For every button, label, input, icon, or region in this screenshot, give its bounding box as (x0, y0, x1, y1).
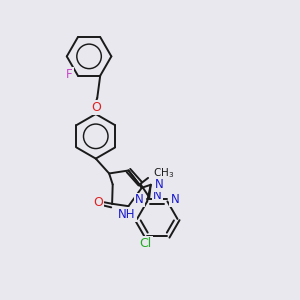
Text: O: O (91, 101, 101, 114)
Text: CH$_3$: CH$_3$ (153, 167, 174, 180)
Text: N: N (170, 194, 179, 206)
Text: N: N (155, 178, 164, 191)
Text: NH: NH (118, 208, 136, 221)
Text: F: F (66, 68, 73, 81)
Text: N: N (153, 189, 162, 202)
Text: N: N (135, 194, 144, 206)
Text: Cl: Cl (140, 237, 152, 250)
Text: O: O (93, 196, 103, 209)
